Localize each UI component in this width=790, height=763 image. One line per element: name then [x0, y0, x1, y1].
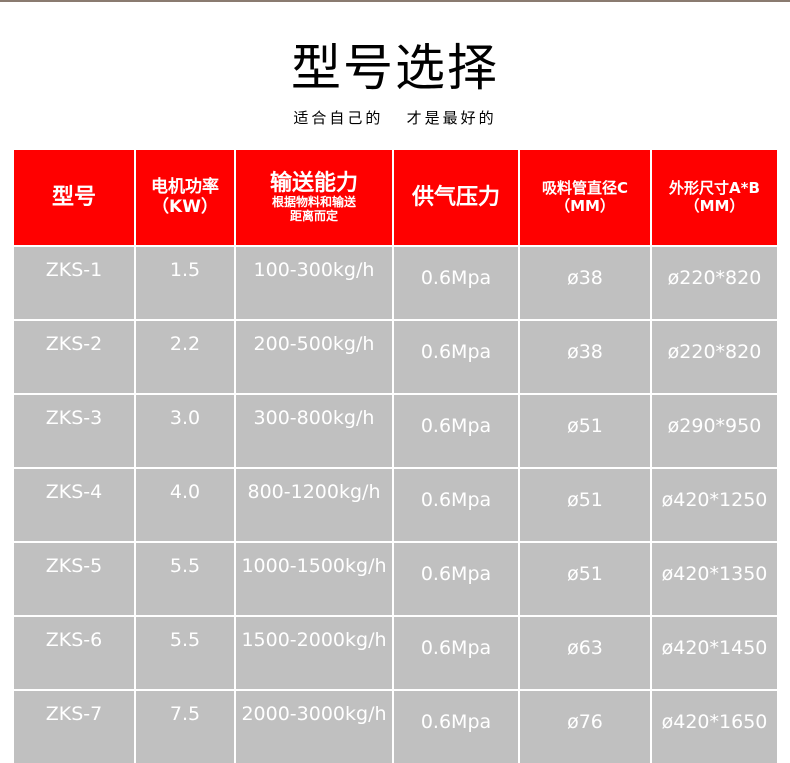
cell-motor: 3.0	[136, 393, 236, 467]
cell-size: ø420*1650	[652, 689, 777, 763]
cell-motor: 7.5	[136, 689, 236, 763]
table-header-row: 型号 电机功率 （KW） 输送能力 根据物料和输送 距离而定 供气压力 吸料管直径C （…	[14, 150, 777, 245]
cell-model: ZKS-3	[14, 393, 136, 467]
cell-pipe: ø38	[520, 245, 652, 319]
cell-capacity: 800-1200kg/h	[236, 467, 394, 541]
cell-size: ø220*820	[652, 245, 777, 319]
cell-pipe: ø63	[520, 615, 652, 689]
cell-capacity: 300-800kg/h	[236, 393, 394, 467]
table-row: ZKS-4 4.0 800-1200kg/h 0.6Mpa ø51 ø420*1250	[14, 467, 777, 541]
table-row: ZKS-2 2.2 200-500kg/h 0.6Mpa ø38 ø220*820	[14, 319, 777, 393]
cell-pressure: 0.6Mpa	[394, 467, 520, 541]
page-title: 型号选择	[291, 39, 499, 97]
table-row: ZKS-6 5.5 1500-2000kg/h 0.6Mpa ø63 ø420*1450	[14, 615, 777, 689]
cell-motor: 2.2	[136, 319, 236, 393]
page-subtitle: 适合自己的 才是最好的	[293, 109, 497, 127]
cell-model: ZKS-2	[14, 319, 136, 393]
table-row: ZKS-5 5.5 1000-1500kg/h 0.6Mpa ø51 ø420*1350	[14, 541, 777, 615]
cell-pressure: 0.6Mpa	[394, 689, 520, 763]
cell-size: ø220*820	[652, 319, 777, 393]
model-table: 型号 电机功率 （KW） 输送能力 根据物料和输送 距离而定 供气压力 吸料管直径C （…	[14, 150, 777, 763]
cell-pressure: 0.6Mpa	[394, 615, 520, 689]
cell-size: ø290*950	[652, 393, 777, 467]
cell-pressure: 0.6Mpa	[394, 319, 520, 393]
cell-capacity: 1000-1500kg/h	[236, 541, 394, 615]
header-motor: 电机功率 （KW）	[136, 150, 236, 245]
cell-size: ø420*1350	[652, 541, 777, 615]
cell-capacity: 200-500kg/h	[236, 319, 394, 393]
header-pipe: 吸料管直径C （MM）	[520, 150, 652, 245]
cell-motor: 1.5	[136, 245, 236, 319]
cell-pipe: ø51	[520, 393, 652, 467]
cell-motor: 5.5	[136, 615, 236, 689]
cell-pipe: ø76	[520, 689, 652, 763]
cell-pipe: ø51	[520, 541, 652, 615]
cell-model: ZKS-5	[14, 541, 136, 615]
cell-model: ZKS-6	[14, 615, 136, 689]
cell-model: ZKS-1	[14, 245, 136, 319]
cell-model: ZKS-4	[14, 467, 136, 541]
cell-pressure: 0.6Mpa	[394, 541, 520, 615]
cell-model: ZKS-7	[14, 689, 136, 763]
cell-motor: 4.0	[136, 467, 236, 541]
table-row: ZKS-3 3.0 300-800kg/h 0.6Mpa ø51 ø290*950	[14, 393, 777, 467]
header-model: 型号	[14, 150, 136, 245]
cell-size: ø420*1250	[652, 467, 777, 541]
header-pressure: 供气压力	[394, 150, 520, 245]
cell-pressure: 0.6Mpa	[394, 245, 520, 319]
cell-pipe: ø51	[520, 467, 652, 541]
cell-capacity: 2000-3000kg/h	[236, 689, 394, 763]
cell-pipe: ø38	[520, 319, 652, 393]
table-row: ZKS-7 7.5 2000-3000kg/h 0.6Mpa ø76 ø420*1650	[14, 689, 777, 763]
cell-pressure: 0.6Mpa	[394, 393, 520, 467]
header-size: 外形尺寸A*B （MM）	[652, 150, 777, 245]
cell-motor: 5.5	[136, 541, 236, 615]
table-row: ZKS-1 1.5 100-300kg/h 0.6Mpa ø38 ø220*820	[14, 245, 777, 319]
header-capacity: 输送能力 根据物料和输送 距离而定	[236, 150, 394, 245]
cell-capacity: 1500-2000kg/h	[236, 615, 394, 689]
cell-capacity: 100-300kg/h	[236, 245, 394, 319]
top-divider	[0, 0, 790, 2]
cell-size: ø420*1450	[652, 615, 777, 689]
